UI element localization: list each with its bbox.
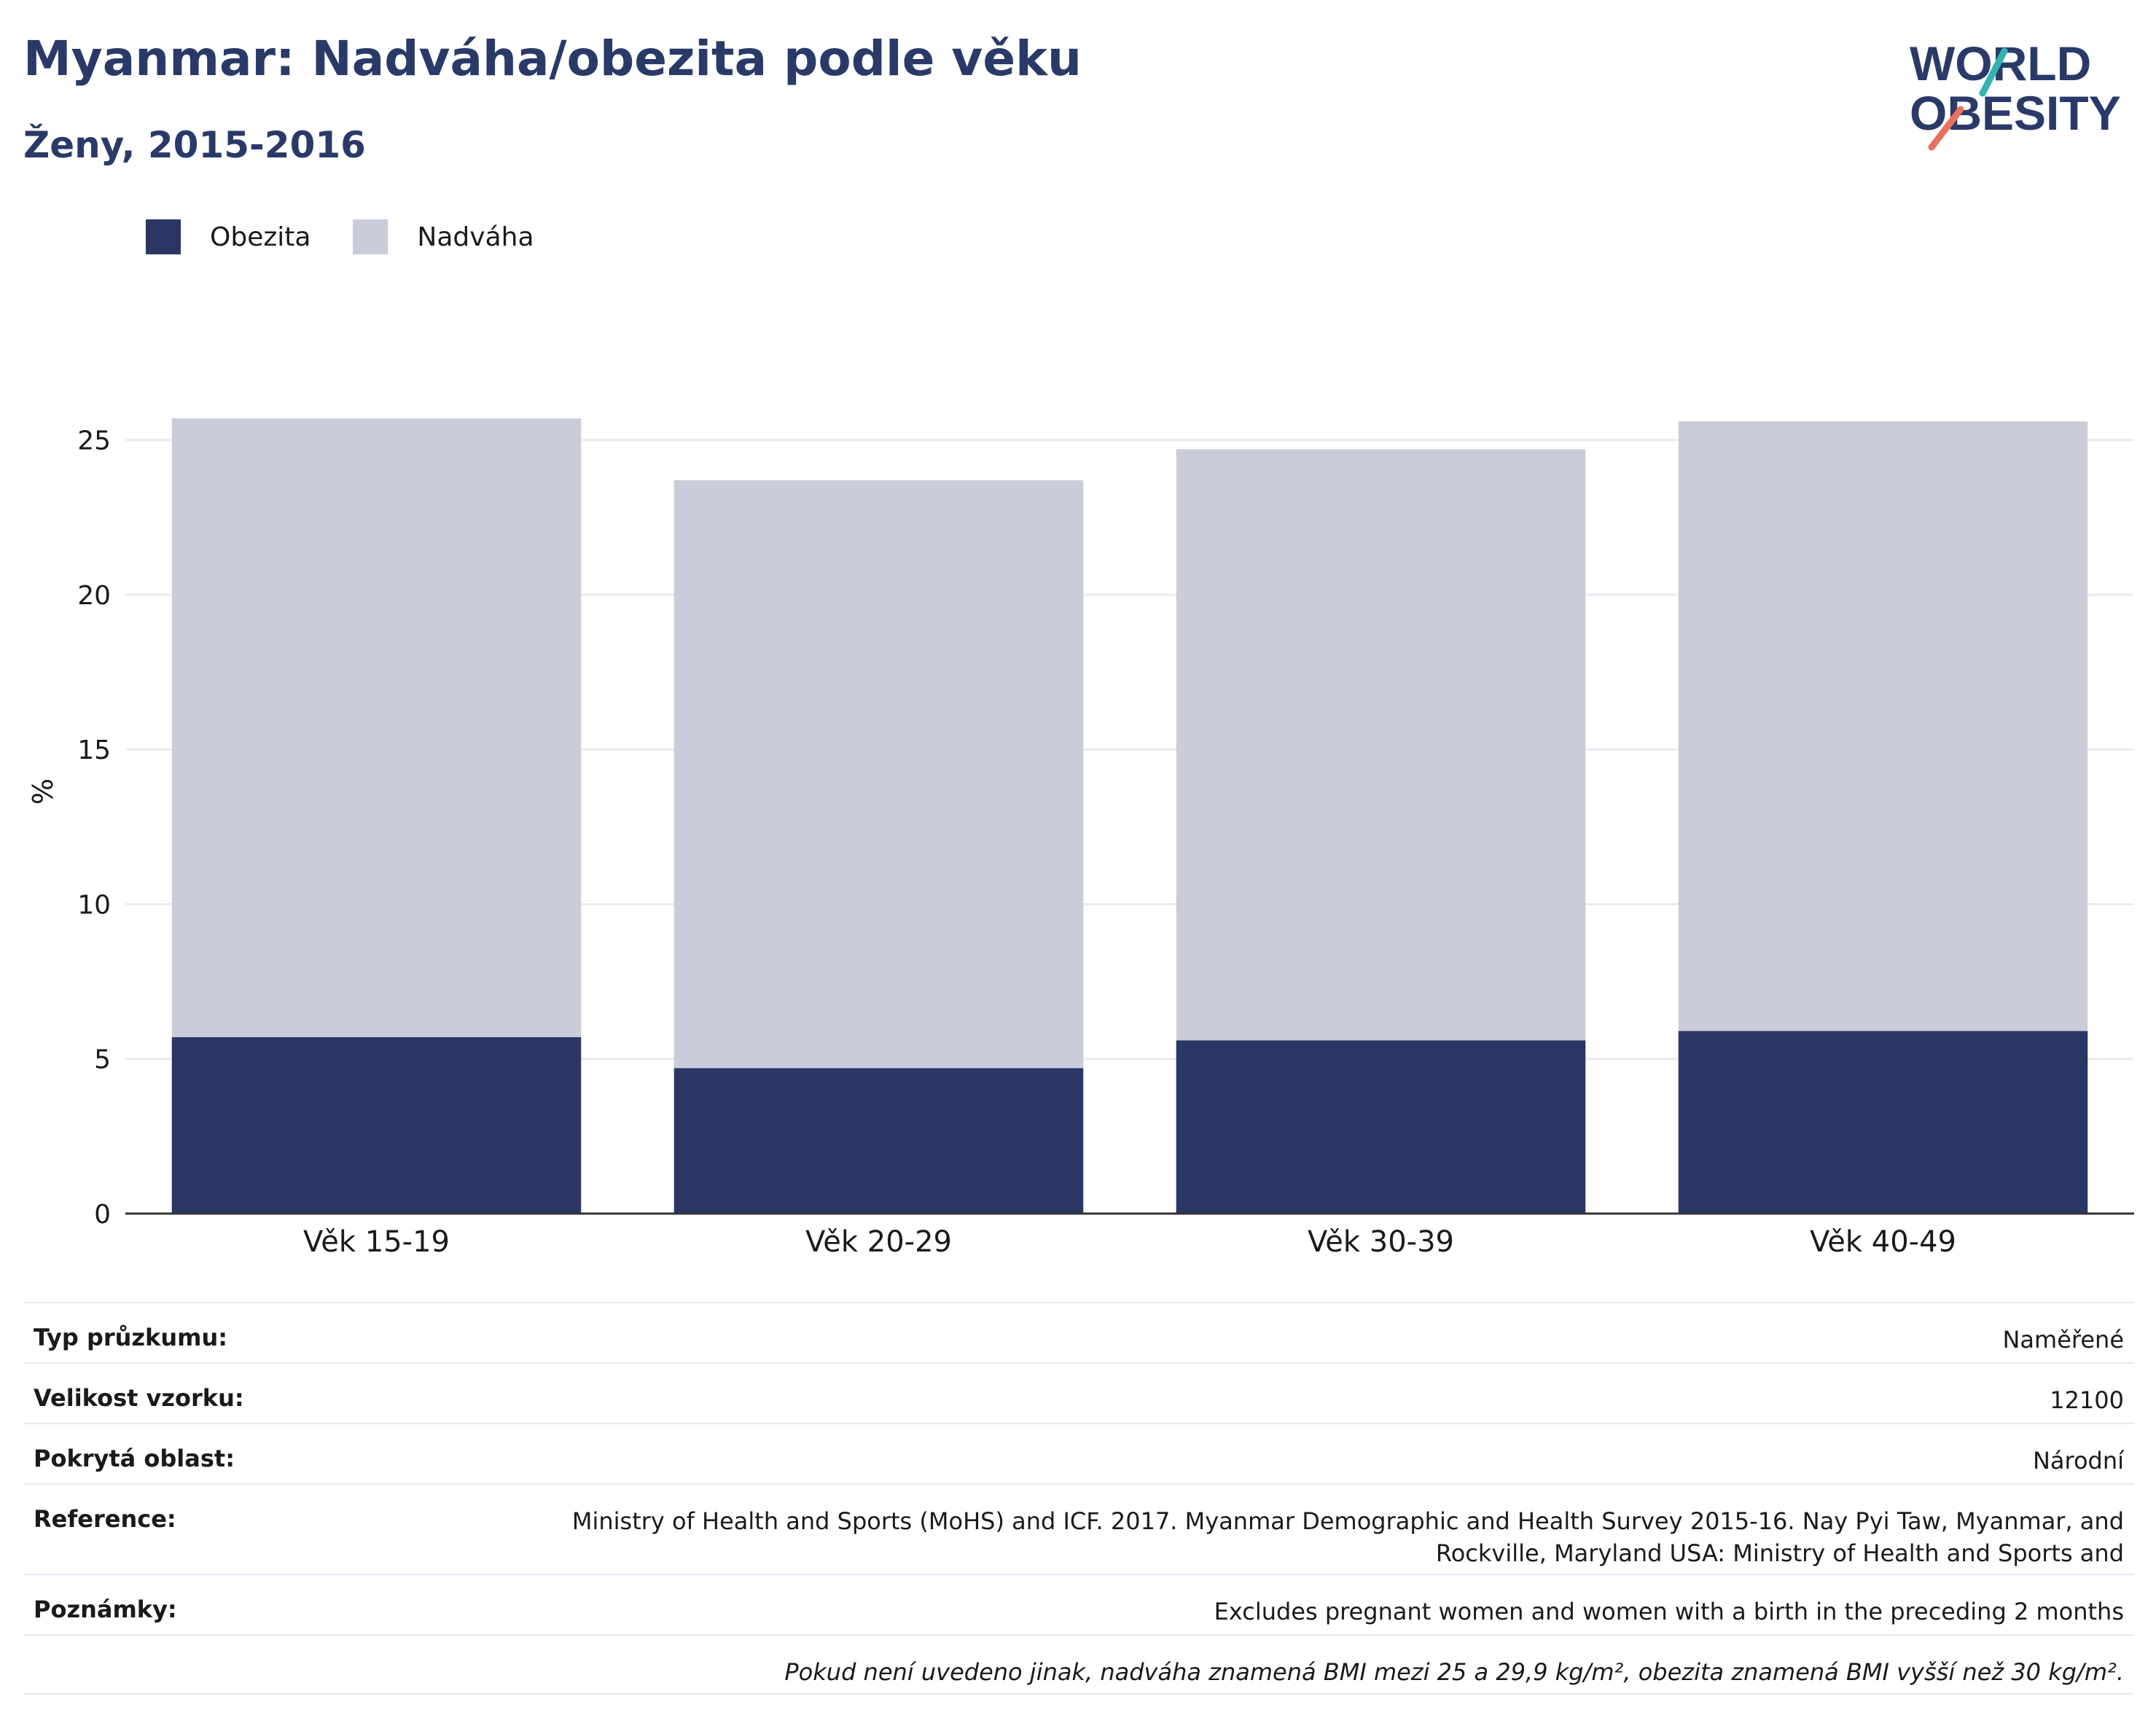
info-row-survey-type: Typ průzkumu: Naměřené	[23, 1302, 2134, 1362]
x-tick-label-3: Věk 30-39	[1308, 1225, 1454, 1259]
x-tick-label-4: Věk 40-49	[1810, 1225, 1956, 1259]
bar-obezita-1	[171, 1037, 582, 1214]
y-tick-label-5: 5	[94, 1045, 111, 1075]
chart-subtitle: Ženy, 2015-2016	[23, 124, 366, 166]
sample-size-value: 12100	[2050, 1386, 2124, 1414]
legend-label-obesity: Obezita	[210, 222, 311, 252]
info-row-notes: Poznámky: Excludes pregnant women and wo…	[23, 1574, 2134, 1634]
chart-legend: Obezita Nadváha	[146, 217, 577, 257]
reference-line-2: Rockville, Maryland USA: Ministry of Hea…	[1435, 1539, 2124, 1567]
legend-label-overweight: Nadváha	[417, 222, 534, 252]
reference-label: Reference:	[34, 1505, 176, 1533]
bar-nadvaha-1	[171, 418, 582, 1038]
bar-chart: 0 5 10 15 20 25% Věk 15-19 Věk 20-29 Věk 30-39 Vě…	[27, 418, 2134, 1259]
reference-line-1: Ministry of Health and Sports (MoHS) and…	[571, 1507, 2124, 1535]
bar-nadvaha-4	[1678, 421, 2088, 1031]
survey-type-label: Typ průzkumu:	[34, 1324, 228, 1351]
bar-obezita-2	[673, 1068, 1084, 1214]
notes-label: Poznámky:	[34, 1596, 177, 1623]
survey-info-table: Typ průzkumu: Naměřené Velikost vzorku: …	[23, 1302, 2134, 1695]
bar-obezita-3	[1176, 1040, 1586, 1214]
info-row-sample-size: Velikost vzorku: 12100	[23, 1362, 2134, 1423]
legend-item-obesity[interactable]: Obezita	[146, 219, 310, 254]
bar-nadvaha-3	[1176, 449, 1586, 1041]
info-row-footnote: Pokud není uvedeno jinak, nadváha znamen…	[23, 1634, 2134, 1695]
y-tick-label-20: 20	[77, 581, 111, 611]
reference-value: Ministry of Health and Sports (MoHS) and…	[572, 1505, 2124, 1569]
y-tick-label-0: 0	[94, 1200, 111, 1230]
y-tick-label-10: 10	[77, 890, 111, 920]
info-row-area: Pokrytá oblast: Národní	[23, 1423, 2134, 1483]
x-tick-label-2: Věk 20-29	[805, 1225, 952, 1259]
legend-swatch-overweight	[353, 219, 388, 254]
notes-value: Excludes pregnant women and women with a…	[1214, 1598, 2124, 1625]
y-axis-title: %	[27, 778, 59, 805]
y-tick-label-25: 25	[77, 426, 111, 456]
survey-type-value: Naměřené	[2002, 1326, 2124, 1354]
bar-nadvaha-2	[673, 480, 1084, 1069]
bmi-footnote: Pokud není uvedeno jinak, nadváha znamen…	[784, 1658, 2124, 1686]
area-label: Pokrytá oblast:	[34, 1445, 235, 1472]
x-tick-label-1: Věk 15-19	[303, 1225, 450, 1259]
chart-title: Myanmar: Nadváha/obezita podle věku	[23, 31, 1082, 87]
logo-slash-coral	[1928, 106, 1964, 151]
legend-swatch-obesity	[146, 219, 181, 254]
logo-slash-teal	[1979, 47, 2008, 97]
world-obesity-logo: WORLD OBESITY	[1910, 36, 2121, 151]
info-row-reference: Reference: Ministry of Health and Sports…	[23, 1483, 2134, 1574]
sample-size-label: Velikost vzorku:	[34, 1384, 244, 1412]
area-value: Národní	[2032, 1447, 2124, 1475]
bar-obezita-4	[1678, 1031, 2088, 1214]
y-tick-label-15: 15	[77, 735, 111, 765]
legend-item-overweight[interactable]: Nadváha	[353, 219, 534, 254]
